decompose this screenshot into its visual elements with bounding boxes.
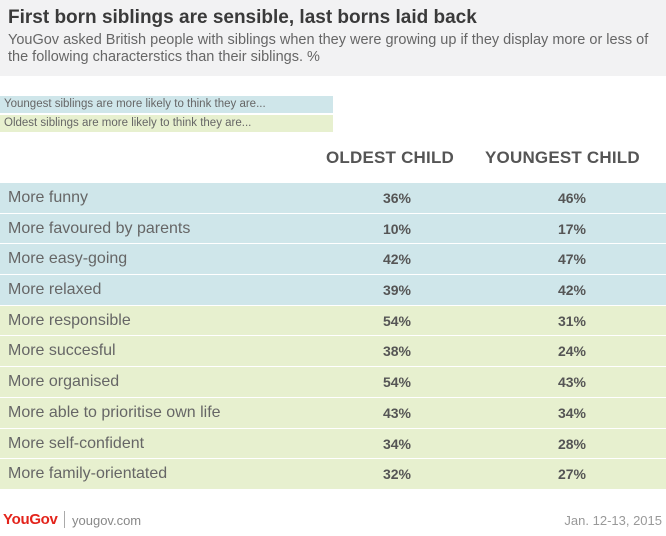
table-row: More easy-going 42% 47% [0,244,666,276]
legend: Youngest siblings are more likely to thi… [0,96,333,134]
row-label: More relaxed [8,281,102,299]
table-row: More able to prioritise own life 43% 34% [0,397,666,429]
cell-youngest: 24% [557,343,587,360]
cell-oldest: 43% [382,404,412,421]
cell-youngest: 31% [557,312,587,329]
cell-oldest: 42% [382,251,412,268]
table-row: More responsible 54% 31% [0,305,666,337]
column-header-youngest: YOUNGEST CHILD [485,148,640,167]
row-label: More family-orientated [8,465,168,483]
cell-oldest: 36% [382,190,412,206]
cell-youngest: 28% [557,435,587,452]
cell-oldest: 10% [382,220,412,237]
cell-youngest: 47% [557,251,587,268]
row-label: More responsible [8,311,131,329]
table-row: More self-confident 34% 28% [0,428,666,460]
yougov-logo: YouGov [3,511,58,528]
cell-youngest: 17% [557,220,587,237]
row-label: More easy-going [8,250,128,268]
table-row: More organised 54% 43% [0,367,666,398]
row-label: More organised [8,373,120,391]
chart-header: First born siblings are sensible, last b… [0,0,666,76]
cell-oldest: 54% [382,312,412,329]
cell-oldest: 39% [382,282,412,299]
cell-oldest: 38% [382,343,412,360]
footer-divider [64,511,65,528]
footer-site: yougov.com [72,513,142,528]
footer-date: Jan. 12-13, 2015 [564,513,662,528]
row-label: More succesful [8,342,116,360]
cell-youngest: 43% [557,374,587,391]
chart-subtitle: YouGov asked British people with sibling… [8,32,649,65]
data-table: More funny 36% 46% More favoured by parents… [0,183,666,490]
table-row: More funny 36% 46% [0,183,666,214]
row-label: More favoured by parents [8,219,191,237]
cell-youngest: 42% [557,282,587,299]
table-row: More relaxed 39% 42% [0,275,666,306]
column-header-oldest: OLDEST CHILD [326,148,455,167]
cell-oldest: 32% [382,466,412,483]
column-headers: OLDEST CHILD YOUNGEST CHILD [0,148,666,174]
cell-youngest: 34% [557,404,587,421]
cell-youngest: 27% [557,466,587,483]
footer: YouGov yougov.com Jan. 12-13, 2015 [0,510,666,532]
cell-youngest: 46% [557,190,587,206]
row-label: More self-confident [8,434,145,452]
row-label: More able to prioritise own life [8,403,221,421]
table-row: More family-orientated 32% 27% [0,459,666,490]
cell-oldest: 54% [382,374,412,391]
legend-youngest: Youngest siblings are more likely to thi… [0,96,333,113]
cell-oldest: 34% [382,435,412,452]
table-row: More succesful 38% 24% [0,336,666,368]
row-label: More funny [8,189,89,206]
table-row: More favoured by parents 10% 17% [0,213,666,245]
legend-oldest: Oldest siblings are more likely to think… [0,115,333,132]
chart-title: First born siblings are sensible, last b… [8,7,477,28]
